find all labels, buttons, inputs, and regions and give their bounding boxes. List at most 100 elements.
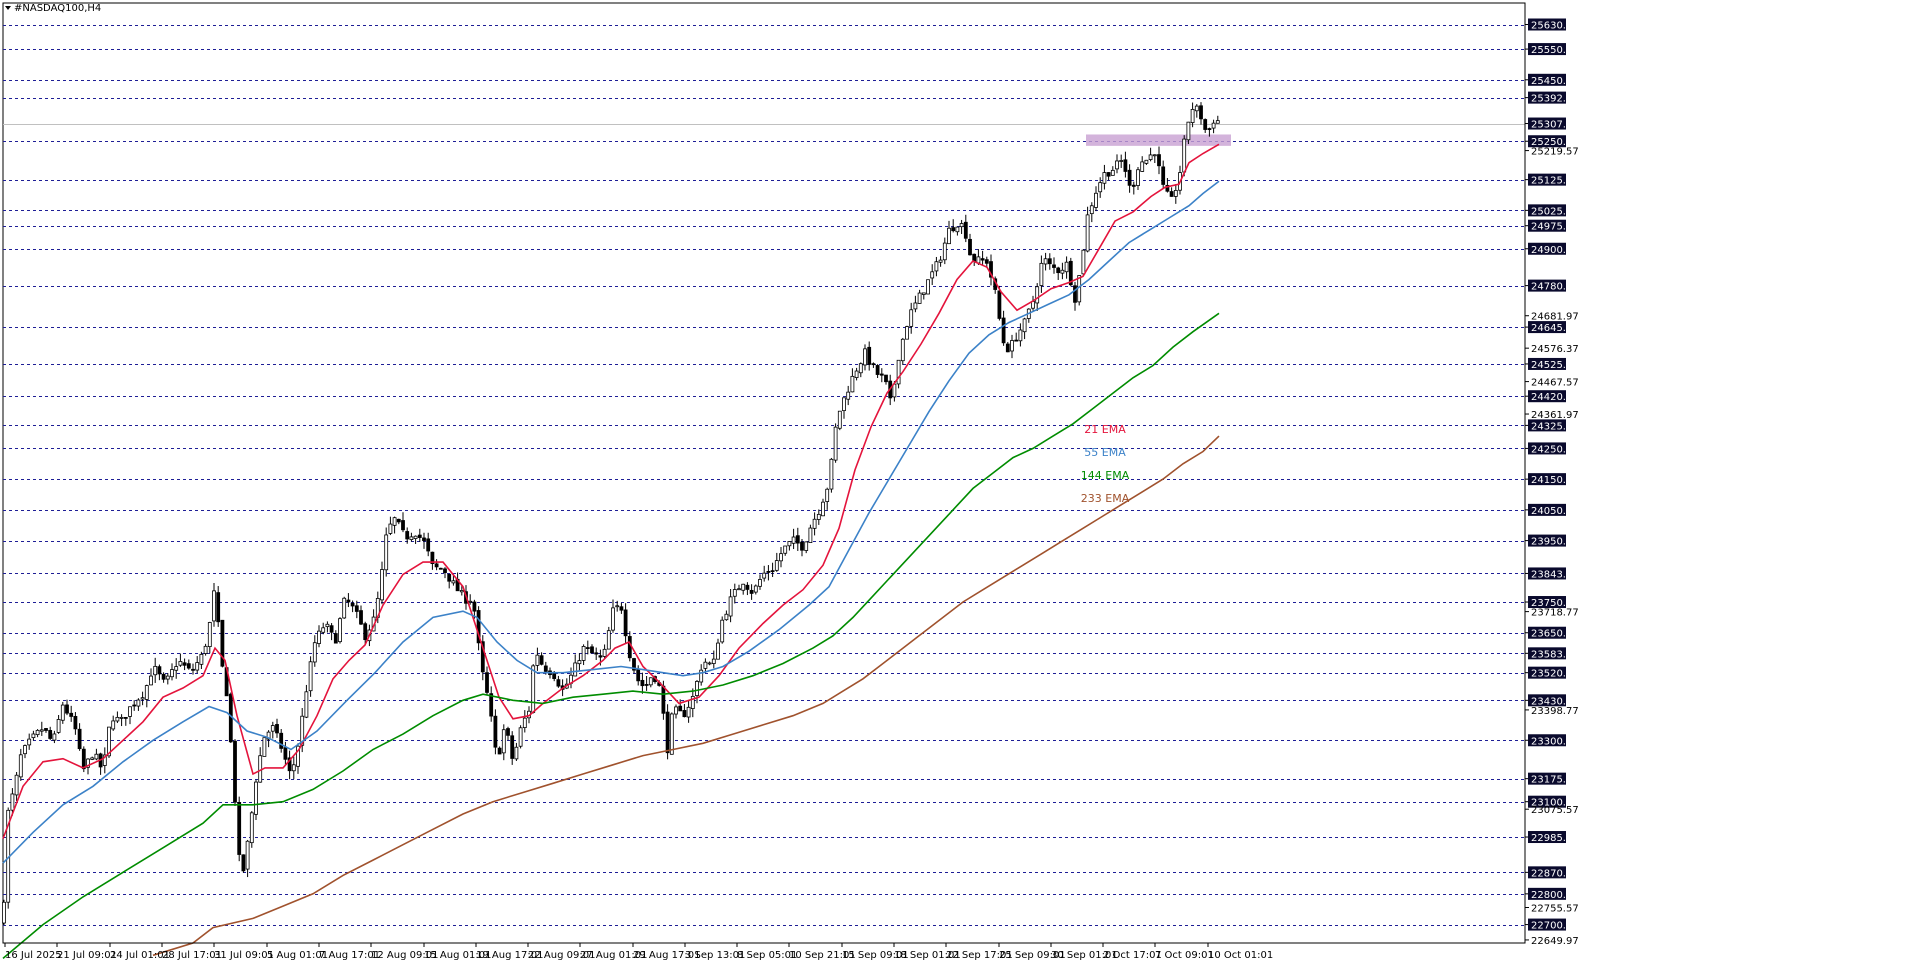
candle-body — [1035, 286, 1040, 304]
candle-body — [598, 655, 603, 658]
candle-body — [707, 662, 712, 665]
price-level-label-bg[interactable] — [1528, 204, 1566, 217]
price-level-label-bg[interactable] — [1528, 694, 1566, 707]
price-level-label-bg[interactable] — [1528, 91, 1566, 104]
candle-body — [1043, 258, 1048, 265]
price-level-label-bg[interactable] — [1528, 734, 1566, 747]
candle-body — [871, 363, 876, 366]
candle-body — [417, 534, 422, 538]
price-level-label-bg[interactable] — [1528, 795, 1566, 808]
time-tick-label: 18 Sep 01:01 — [894, 950, 961, 961]
candle-body — [741, 583, 746, 591]
price-level-label-bg[interactable] — [1528, 390, 1566, 403]
candle-body — [623, 609, 628, 637]
time-tick-label: 31 Jul 09:01 — [214, 950, 274, 961]
candle-body — [800, 541, 804, 551]
candle-body — [493, 715, 498, 748]
candle-body — [632, 658, 636, 671]
time-tick-label: 2 Oct 17:01 — [1103, 950, 1162, 961]
candle-body — [128, 706, 132, 717]
price-level-label-bg[interactable] — [1528, 534, 1566, 547]
candle-body — [531, 665, 536, 713]
price-level-label-bg[interactable] — [1528, 596, 1566, 609]
price-level-label-bg[interactable] — [1528, 772, 1566, 785]
candle-body — [506, 728, 510, 736]
price-level-label-bg[interactable] — [1528, 117, 1566, 130]
candle-body — [1073, 285, 1077, 303]
price-level-label-bg[interactable] — [1528, 503, 1566, 516]
chart-title: #NASDAQ100,H4 — [14, 3, 101, 14]
candle-body — [1207, 128, 1212, 130]
price-level-label-bg[interactable] — [1528, 321, 1566, 334]
candle-body — [737, 588, 741, 591]
candle-body — [1148, 154, 1153, 160]
price-level-label-bg[interactable] — [1528, 279, 1566, 292]
price-level-label: 23950.00 — [1531, 537, 1579, 548]
candle-body — [590, 646, 594, 654]
price-level-label-bg[interactable] — [1528, 666, 1566, 679]
price-level-label: 23100.00 — [1531, 798, 1579, 809]
price-level-label-bg[interactable] — [1528, 73, 1566, 86]
legend-label-55-ema: 55 EMA — [1084, 446, 1126, 459]
candle-body — [1186, 121, 1191, 141]
price-level-label-bg[interactable] — [1528, 442, 1566, 455]
price-level-label-bg[interactable] — [1528, 43, 1566, 56]
candle-body — [837, 410, 842, 429]
time-tick-label: 8 Sep 05:01 — [737, 950, 797, 961]
candle-body — [1190, 108, 1195, 123]
candle-body — [1056, 267, 1061, 274]
price-level-label-bg[interactable] — [1528, 647, 1566, 660]
candle-body — [934, 261, 939, 272]
price-level-label-bg[interactable] — [1528, 219, 1566, 232]
candle-body — [388, 523, 393, 534]
price-level-label-bg[interactable] — [1528, 242, 1566, 255]
candle-body — [1094, 192, 1098, 208]
price-tick-label: 24681.97 — [1531, 312, 1579, 323]
price-level-label-bg[interactable] — [1528, 887, 1566, 900]
triangle-down-icon[interactable] — [5, 6, 11, 10]
candle-body — [615, 605, 620, 608]
candle-body — [14, 774, 19, 796]
candle-body — [102, 754, 107, 766]
candle-body — [581, 646, 586, 661]
candle-body — [627, 636, 632, 659]
candle-body — [182, 662, 187, 666]
price-level-label-bg[interactable] — [1528, 419, 1566, 432]
price-level-label-bg[interactable] — [1528, 173, 1566, 186]
candle-body — [220, 619, 225, 667]
price-level-label-bg[interactable] — [1528, 831, 1566, 844]
candle-body — [703, 661, 708, 669]
candle-body — [1098, 182, 1103, 193]
candle-body — [787, 541, 792, 547]
price-level-label-bg[interactable] — [1528, 18, 1566, 31]
candle-body — [1215, 120, 1220, 124]
price-level-label-bg[interactable] — [1528, 866, 1566, 879]
price-level-label-bg[interactable] — [1528, 918, 1566, 931]
candle-body — [1182, 138, 1187, 173]
ema-line-21 — [2, 143, 1220, 839]
candle-body — [951, 227, 956, 232]
price-tick-label: 22755.57 — [1531, 903, 1579, 914]
time-tick-label: 25 Sep 09:01 — [999, 950, 1066, 961]
price-level-label-bg[interactable] — [1528, 473, 1566, 486]
candle-body — [1157, 154, 1161, 167]
price-level-label: 22700.00 — [1531, 921, 1579, 932]
candle-body — [896, 359, 901, 385]
price-level-label-bg[interactable] — [1528, 626, 1566, 639]
candle-body — [107, 726, 111, 757]
candle-body — [144, 685, 149, 700]
candle-body — [947, 227, 951, 245]
candle-body — [636, 669, 641, 682]
candle-body — [1081, 249, 1086, 275]
candle-body — [1203, 119, 1208, 130]
price-level-label-bg[interactable] — [1528, 357, 1566, 370]
resistance-zone[interactable] — [1086, 134, 1231, 146]
price-level-label-bg[interactable] — [1528, 567, 1566, 580]
price-level-label: 24250.00 — [1531, 444, 1579, 455]
candle-body — [611, 607, 615, 631]
time-tick-label: 30 Sep 01:01 — [1051, 950, 1118, 961]
price-level-label-bg[interactable] — [1528, 135, 1566, 148]
candle-body — [136, 699, 141, 707]
